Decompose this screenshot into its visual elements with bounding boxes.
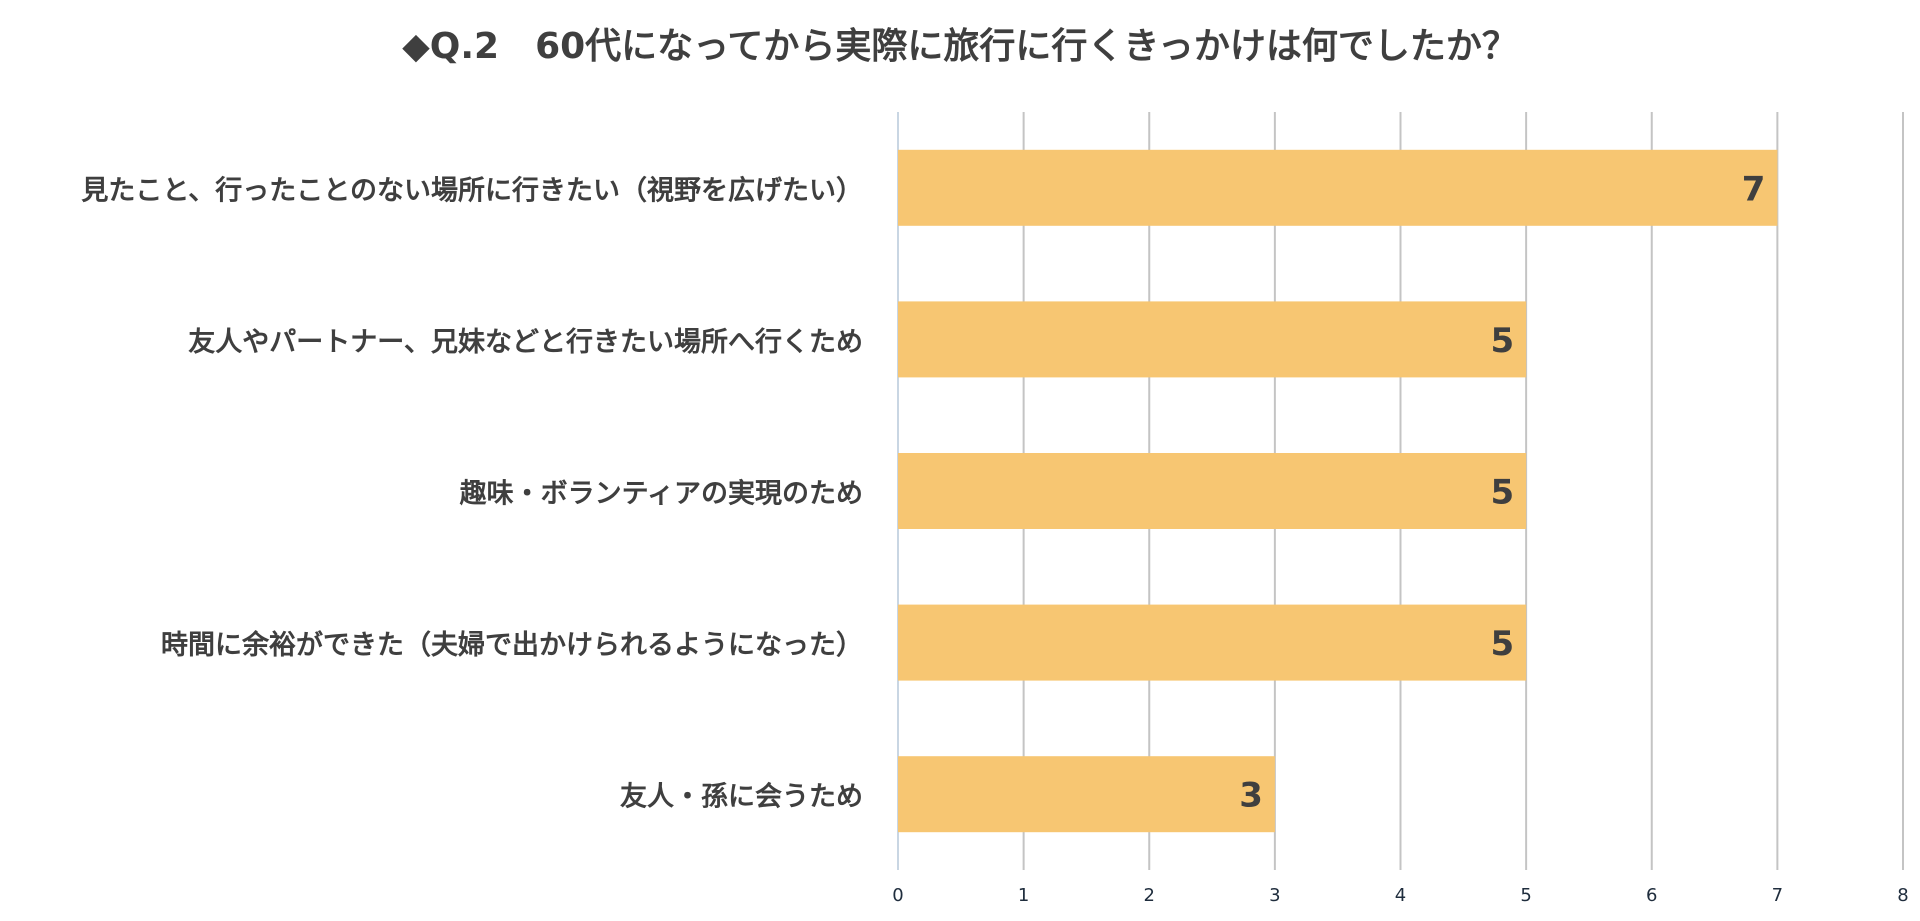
x-tick-label: 3 [1269, 885, 1280, 906]
bar [898, 756, 1275, 833]
x-tick-label: 8 [1897, 885, 1908, 906]
x-tick-label: 6 [1646, 885, 1657, 906]
category-label: 時間に余裕ができた（夫婦で出かけられるようになった） [161, 629, 863, 661]
data-labels: 7 5 5 5 3 [1239, 169, 1765, 815]
category-label: 趣味・ボランティアの実現のため [459, 478, 863, 510]
x-tick-label: 1 [1018, 885, 1029, 906]
chart-title: ◆Q.2 60代になってから実際に旅行に行くきっかけは何でしたか？ [402, 26, 1518, 67]
category-labels: 見たこと、行ったことのない場所に行きたい（視野を広げたい） 友人やパートナー、兄妹… [81, 174, 863, 812]
data-label: 7 [1742, 169, 1766, 209]
bar [898, 453, 1527, 529]
data-label: 3 [1239, 776, 1263, 816]
data-label: 5 [1490, 473, 1514, 513]
x-tick-label: 2 [1144, 885, 1155, 906]
x-tick-label: 7 [1772, 885, 1783, 906]
bars [898, 149, 1778, 833]
x-tick-label: 4 [1395, 885, 1406, 906]
x-axis-ticks: 0 1 2 3 4 5 6 7 8 [892, 885, 1908, 906]
bar [898, 604, 1527, 681]
data-label: 5 [1490, 624, 1514, 664]
category-label: 友人やパートナー、兄妹などと行きたい場所へ行くため [188, 326, 863, 358]
x-tick-label: 5 [1520, 885, 1531, 906]
data-label: 5 [1490, 321, 1514, 361]
category-label: 見たこと、行ったことのない場所に行きたい（視野を広げたい） [81, 174, 863, 206]
category-label: 友人・孫に会うため [620, 781, 863, 813]
bar [898, 149, 1778, 226]
bar [898, 301, 1527, 378]
x-tick-label: 0 [892, 885, 903, 906]
